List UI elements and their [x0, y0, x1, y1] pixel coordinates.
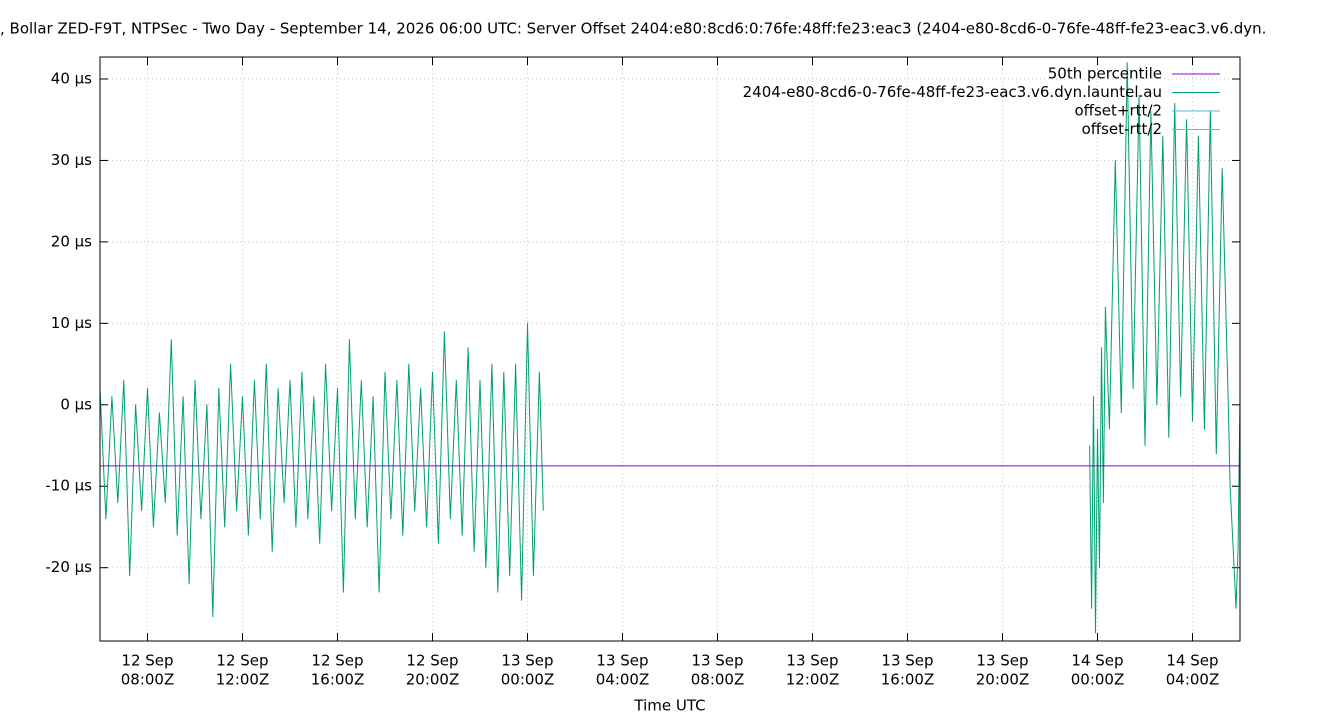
- x-tick-label: 00:00Z: [501, 671, 555, 689]
- x-tick-label: 16:00Z: [881, 671, 935, 689]
- y-tick-label: 20 µs: [51, 232, 92, 250]
- x-tick-label: 12:00Z: [786, 671, 840, 689]
- x-tick-label: 20:00Z: [976, 671, 1030, 689]
- x-tick-label: 13 Sep: [976, 652, 1028, 670]
- x-tick-label: 08:00Z: [121, 671, 175, 689]
- x-tick-label: 08:00Z: [691, 671, 745, 689]
- x-tick-label: 00:00Z: [1071, 671, 1125, 689]
- x-tick-label: 12 Sep: [121, 652, 173, 670]
- x-tick-label: 12 Sep: [311, 652, 363, 670]
- y-tick-label: -10 µs: [45, 477, 92, 495]
- x-tick-label: 14 Sep: [1071, 652, 1123, 670]
- x-tick-label: 14 Sep: [1166, 652, 1218, 670]
- x-tick-label: 13 Sep: [691, 652, 743, 670]
- plot-border: [99, 56, 1241, 642]
- x-tick-label: 13 Sep: [501, 652, 553, 670]
- x-axis-label: Time UTC: [633, 697, 705, 715]
- y-tick-label: -20 µs: [45, 558, 92, 576]
- series-line: [100, 62, 1240, 634]
- x-tick-label: 20:00Z: [406, 671, 460, 689]
- legend-label: offset+rtt/2: [1074, 102, 1162, 120]
- x-tick-label: 16:00Z: [311, 671, 365, 689]
- legend-label: 2404-e80-8cd6-0-76fe-48ff-fe23-eac3.v6.d…: [743, 83, 1162, 101]
- x-tick-label: 12:00Z: [216, 671, 270, 689]
- y-tick-label: 10 µs: [51, 314, 92, 332]
- x-tick-label: 13 Sep: [786, 652, 838, 670]
- legend-label: offset-rtt/2: [1082, 120, 1162, 138]
- legend-label: 50th percentile: [1048, 65, 1162, 83]
- x-tick-label: 12 Sep: [406, 652, 458, 670]
- x-tick-label: 04:00Z: [1166, 671, 1220, 689]
- x-tick-label: 12 Sep: [216, 652, 268, 670]
- y-tick-label: 40 µs: [51, 69, 92, 87]
- x-tick-label: 13 Sep: [881, 652, 933, 670]
- x-tick-label: 04:00Z: [596, 671, 650, 689]
- chart-title: , Bollar ZED-F9T, NTPSec - Two Day - Sep…: [0, 20, 1266, 38]
- y-tick-label: 0 µs: [60, 395, 92, 413]
- y-tick-label: 30 µs: [51, 151, 92, 169]
- x-tick-label: 13 Sep: [596, 652, 648, 670]
